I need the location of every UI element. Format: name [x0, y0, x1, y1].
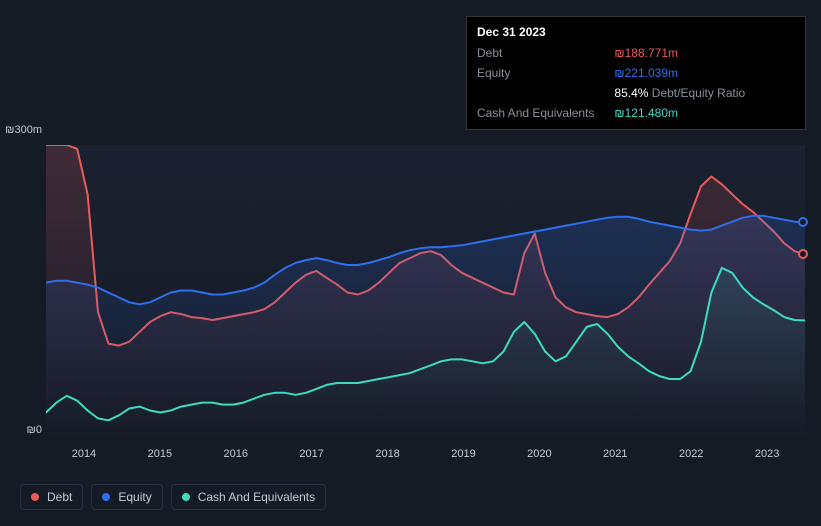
tooltip-row-value: 85.4% Debt/Equity Ratio — [614, 83, 745, 103]
chart-legend: Debt Equity Cash And Equivalents — [20, 484, 326, 510]
x-axis-label: 2021 — [577, 448, 653, 460]
x-axis-label: 2019 — [426, 448, 502, 460]
series-marker — [798, 249, 808, 259]
tooltip-row: 85.4% Debt/Equity Ratio — [477, 83, 745, 103]
x-axis-label: 2016 — [198, 448, 274, 460]
legend-item-cash-and-equivalents[interactable]: Cash And Equivalents — [171, 484, 326, 510]
x-axis-label: 2015 — [122, 448, 198, 460]
x-axis-label: 2018 — [350, 448, 426, 460]
tooltip-date: Dec 31 2023 — [477, 23, 795, 41]
x-axis-label: 2020 — [501, 448, 577, 460]
legend-dot-icon — [102, 493, 110, 501]
x-axis-label: 2022 — [653, 448, 729, 460]
y-axis-label: ₪300m — [0, 124, 42, 136]
x-axis-label: 2023 — [729, 448, 805, 460]
x-axis-label: 2014 — [46, 448, 122, 460]
tooltip-row-value: ₪188.771m — [614, 43, 745, 63]
x-axis-labels: 2014201520162017201820192020202120222023 — [46, 448, 805, 460]
legend-item-equity[interactable]: Equity — [91, 484, 162, 510]
legend-label: Equity — [118, 490, 151, 504]
legend-label: Debt — [47, 490, 72, 504]
tooltip-row-label: Debt — [477, 43, 614, 63]
tooltip-row: Debt₪188.771m — [477, 43, 745, 63]
chart-svg — [46, 145, 805, 440]
legend-label: Cash And Equivalents — [198, 490, 315, 504]
tooltip-row: Equity₪221.039m — [477, 63, 745, 83]
tooltip-row: Cash And Equivalents₪121.480m — [477, 103, 745, 123]
tooltip-row-value: ₪121.480m — [614, 103, 745, 123]
tooltip-row-value: ₪221.039m — [614, 63, 745, 83]
legend-item-debt[interactable]: Debt — [20, 484, 83, 510]
series-marker — [798, 217, 808, 227]
tooltip-row-label — [477, 83, 614, 103]
tooltip-row-label: Equity — [477, 63, 614, 83]
x-axis-label: 2017 — [274, 448, 350, 460]
legend-dot-icon — [31, 493, 39, 501]
y-axis-label: ₪0 — [0, 424, 42, 436]
tooltip-row-label: Cash And Equivalents — [477, 103, 614, 123]
legend-dot-icon — [182, 493, 190, 501]
chart-tooltip: Dec 31 2023 Debt₪188.771mEquity₪221.039m… — [466, 16, 806, 130]
